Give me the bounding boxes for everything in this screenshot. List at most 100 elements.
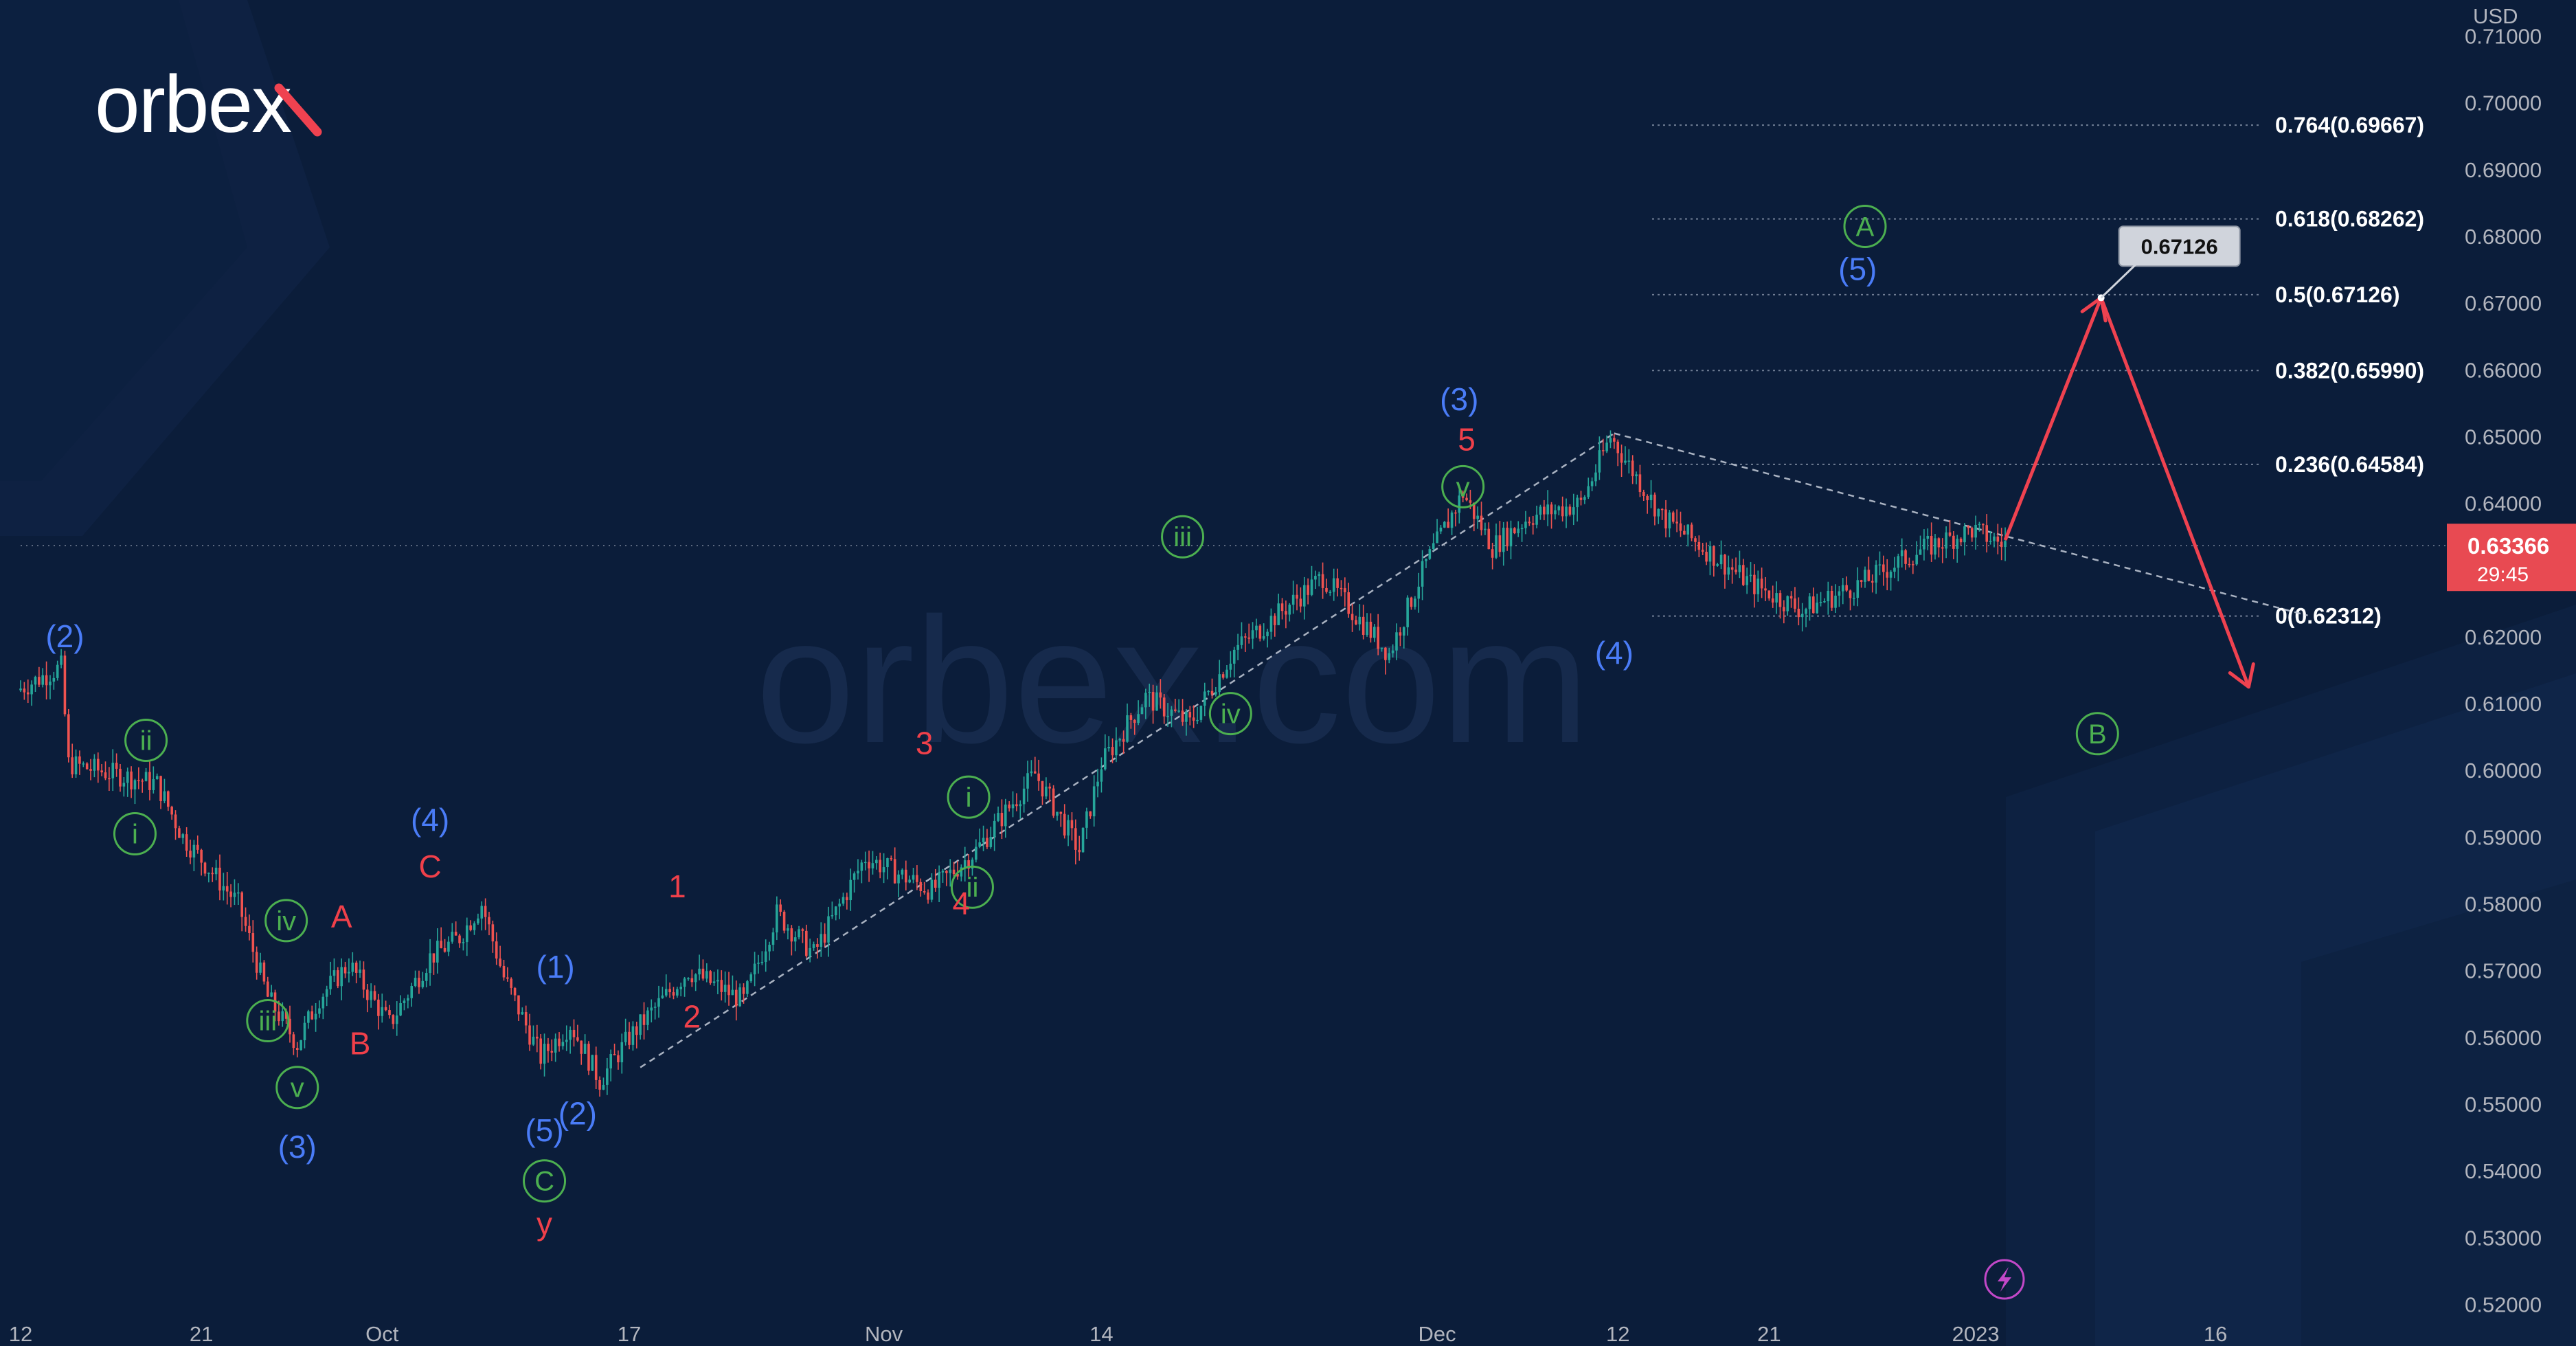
candle-body [1406,597,1409,627]
candle [49,675,52,699]
logo-x-accent [274,83,322,137]
candle [1314,570,1317,590]
candle-body [1937,538,1941,548]
candle [1285,600,1287,629]
candle [1480,502,1483,536]
candle-body [1664,509,1667,529]
candle [664,974,668,998]
candle-body [1598,450,1601,473]
candle-body [1889,572,1893,578]
candle-body [1210,691,1214,695]
candle [1572,493,1575,526]
candle [1724,554,1726,589]
candle [827,906,830,957]
candle-body [893,859,896,884]
candle-body [727,985,730,996]
candle [790,925,793,956]
candle-body [1487,528,1491,550]
candle [1089,811,1092,819]
candle-body [1900,550,1903,557]
candle [185,827,188,857]
y-tick-label: 0.66000 [2465,358,2542,382]
candle-body [30,684,33,695]
candle-body [233,893,236,897]
candle [1886,559,1889,591]
candle-body [1225,669,1228,678]
candle-body [362,969,365,990]
candle-body [1258,625,1262,639]
candle-body [1391,650,1394,653]
candle [1118,737,1122,747]
candle-body [1805,609,1807,614]
candle-body [155,776,159,779]
candle [1059,811,1063,827]
wave-label-text: 5 [1458,421,1476,457]
candle-body [1491,549,1494,558]
candle [1653,492,1656,526]
candle-body [1388,653,1391,660]
candle [1528,517,1531,526]
candle [1668,510,1671,538]
candle-body [399,1003,402,1016]
candle [1568,504,1572,517]
candle [1280,598,1284,620]
candle [381,994,384,1023]
candle-body [1819,602,1822,603]
candle [1262,623,1265,641]
candle-body [868,862,870,868]
candle-body [846,897,848,901]
candle [1395,623,1398,660]
candle-body [1908,563,1911,565]
candle [1800,603,1804,631]
wave-label-text: (5) [525,1112,563,1148]
candle-body [1484,528,1487,530]
candle [1487,522,1491,550]
candle-body [373,991,376,1000]
candle [1778,590,1782,619]
candle [480,901,484,931]
candle [343,961,347,978]
candle [443,939,447,953]
y-tick-label: 0.65000 [2465,425,2542,449]
candle-body [834,906,837,916]
candle-body [1797,608,1800,618]
candle [1598,436,1601,480]
candle-body [1528,521,1531,524]
candle [384,1000,387,1011]
candle-body [1576,497,1579,508]
candle [1048,783,1052,802]
candle [1321,562,1324,599]
candle [1675,509,1678,532]
candle [820,922,823,957]
candle-body [1151,692,1155,711]
candle [137,767,140,789]
candle-body [1045,786,1048,797]
candle-body [443,947,447,952]
candle-body [1133,719,1136,724]
candle [1543,500,1546,521]
candle [1789,591,1793,608]
candle [1081,827,1085,853]
candle-body [1111,747,1114,756]
candle-body [365,989,369,1000]
candle-body [1716,564,1719,566]
candle-body [528,1025,531,1045]
candle [1834,584,1837,614]
candle-body [1756,579,1760,594]
candle [141,778,144,793]
candle [642,1002,646,1040]
candle [868,850,870,882]
candle-body [1919,549,1922,555]
candle [2004,527,2007,561]
candle-body [332,970,336,976]
candle [561,1034,565,1050]
candle-body [975,846,978,860]
candle [1310,565,1313,596]
fib-label: 0.5(0.67126) [2275,282,2399,307]
candle-body [1332,578,1335,592]
candle-body [1849,590,1852,598]
candle-body [381,1007,384,1016]
candle-body [554,1038,557,1053]
candle-body [1945,532,1947,549]
